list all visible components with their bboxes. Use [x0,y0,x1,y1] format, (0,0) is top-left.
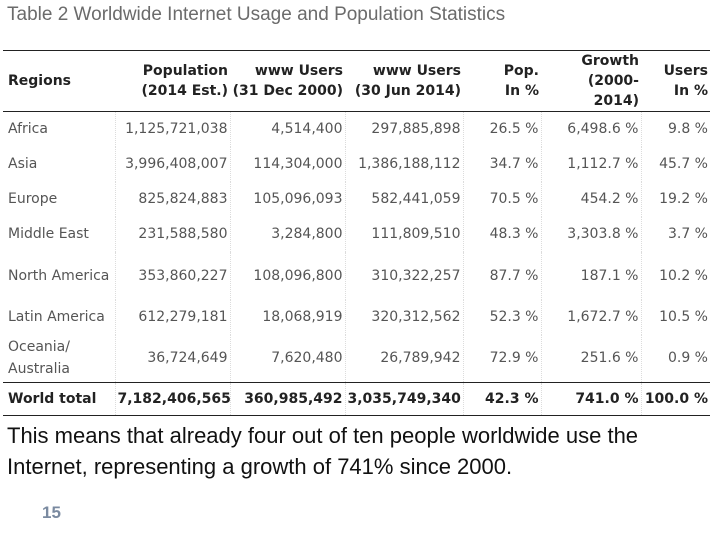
users-2000-cell: 105,096,093 [229,181,345,217]
population-cell: 825,824,883 [114,181,230,217]
header-pop-pct: Pop. In % [503,63,539,99]
users-2014-cell: 1,386,188,112 [344,146,463,182]
region-cell: North America [8,267,110,284]
header-growth: Growth (2000-2014) [581,53,639,109]
region-cell: Asia [8,156,38,172]
population-cell: 3,996,408,007 [114,146,230,182]
region-cell: Europe [8,191,58,207]
users-2014-cell: 26,789,942 [344,334,463,383]
users-2014-cell: 582,441,059 [344,181,463,217]
population-cell: 353,860,227 [114,251,230,300]
users-pct-cell: 10.2 % [640,251,710,300]
region-cell: Middle East [8,226,89,242]
total-growth: 741.0 % [540,382,641,416]
users-pct-cell: 19.2 % [640,181,710,217]
total-population: 7,182,406,565 [114,382,231,416]
users-pct-cell: 3.7 % [640,216,710,252]
table-row: Asia 3,996,408,007 114,304,000 1,386,188… [3,146,710,182]
population-cell: 612,279,181 [114,299,230,335]
users-2014-cell: 320,312,562 [344,299,463,335]
population-cell: 36,724,649 [114,334,230,383]
pop-pct-cell: 87.7 % [462,251,541,300]
table-row: Europe 825,824,883 105,096,093 582,441,0… [3,181,710,217]
users-pct-cell: 0.9 % [640,334,710,383]
users-2000-cell: 108,096,800 [229,251,345,300]
total-users-2014: 3,035,749,340 [344,382,463,416]
header-users-pct: Users In % [663,63,708,99]
total-pop-pct: 42.3 % [462,382,541,416]
header-row: Regions Population (2014 Est.) www Users(… [3,50,710,112]
users-2000-cell: 7,620,480 [229,334,345,383]
growth-cell: 3,303.8 % [540,216,641,252]
population-cell: 231,588,580 [114,216,230,252]
users-2000-cell: 4,514,400 [229,111,345,147]
pop-pct-cell: 34.7 % [462,146,541,182]
users-2014-cell: 111,809,510 [344,216,463,252]
region-cell: Oceania/ Australia [8,339,70,378]
users-2000-cell: 18,068,919 [229,299,345,335]
users-2014-cell: 310,322,257 [344,251,463,300]
table-title: Table 2 Worldwide Internet Usage and Pop… [7,4,506,25]
table-row: Latin America 612,279,181 18,068,919 320… [3,299,710,335]
population-cell: 1,125,721,038 [114,111,230,147]
users-2014-cell: 297,885,898 [344,111,463,147]
users-pct-cell: 9.8 % [640,111,710,147]
table-row: Middle East 231,588,580 3,284,800 111,80… [3,216,710,252]
users-2000-cell: 114,304,000 [229,146,345,182]
pop-pct-cell: 52.3 % [462,299,541,335]
region-cell: Africa [8,121,48,138]
pop-pct-cell: 48.3 % [462,216,541,252]
total-users-2000: 360,985,492 [229,382,345,416]
total-row: World total 7,182,406,565 360,985,492 3,… [3,382,710,416]
pop-pct-cell: 70.5 % [462,181,541,217]
page-number: 15 [42,503,61,522]
users-pct-cell: 10.5 % [640,299,710,335]
pop-pct-cell: 72.9 % [462,334,541,383]
table-row: Oceania/ Australia 36,724,649 7,620,480 … [3,334,710,383]
users-pct-cell: 45.7 % [640,146,710,182]
table-row: North America 353,860,227 108,096,800 31… [3,251,710,300]
total-label: World total [8,391,97,407]
caption-text: This means that already four out of ten … [7,423,639,479]
pop-pct-cell: 26.5 % [462,111,541,147]
header-population: Population (2014 Est.) [141,63,228,99]
users-2000-cell: 3,284,800 [229,216,345,252]
header-regions: Regions [8,73,72,89]
growth-cell: 1,672.7 % [540,299,641,335]
internet-stats-table: Regions Population (2014 Est.) www Users(… [3,50,710,416]
growth-cell: 251.6 % [540,334,641,383]
header-users-2014: www Users (30 Jun 2014) [354,63,461,99]
growth-cell: 454.2 % [540,181,641,217]
growth-cell: 187.1 % [540,251,641,300]
total-users-pct: 100.0 % [640,382,710,416]
table-row: Africa 1,125,721,038 4,514,400 297,885,8… [3,111,710,147]
region-cell: Latin America [8,309,105,325]
growth-cell: 1,112.7 % [540,146,641,182]
header-users-2000: www Users (31 Dec 2000) [232,63,343,99]
growth-cell: 6,498.6 % [540,111,641,147]
